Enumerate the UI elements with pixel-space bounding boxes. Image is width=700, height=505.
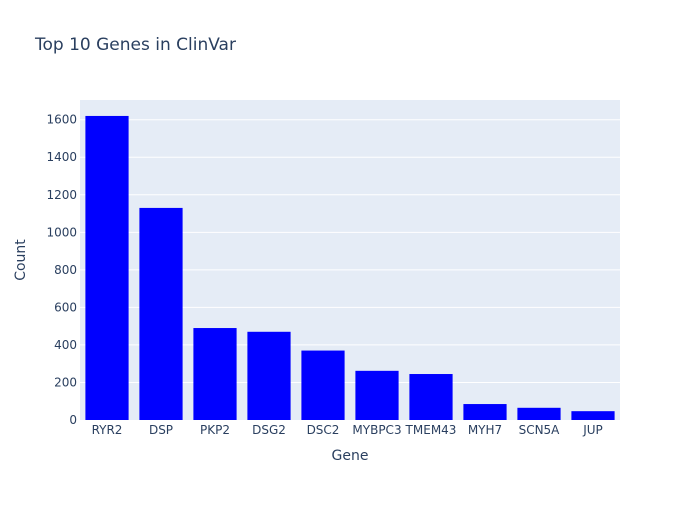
x-tick-label: DSC2 — [307, 423, 340, 437]
bar-scn5a[interactable] — [517, 407, 561, 420]
x-tick-label: SCN5A — [519, 423, 561, 437]
y-tick-label: 1000 — [46, 225, 77, 239]
bar-pkp2[interactable] — [193, 328, 237, 420]
x-axis-ticks: RYR2 DSP PKP2 DSG2 DSC2 MYBPC3 TMEM43 MYH7 SCN5A… — [92, 423, 603, 437]
x-tick-label: DSP — [149, 423, 173, 437]
bar-mybpc3[interactable] — [355, 370, 399, 420]
chart-title: Top 10 Genes in ClinVar — [34, 35, 236, 55]
y-tick-label: 1200 — [46, 188, 77, 202]
bars — [85, 115, 615, 421]
x-tick-label: MYH7 — [468, 423, 502, 437]
y-axis-ticks: 0 200 400 600 800 1000 1200 1400 1600 — [46, 113, 77, 427]
x-tick-label: TMEM43 — [405, 423, 457, 437]
x-tick-label: DSG2 — [252, 423, 286, 437]
bar-dsp[interactable] — [139, 207, 183, 420]
x-tick-label: RYR2 — [92, 423, 123, 437]
bar-tmem43[interactable] — [409, 374, 453, 420]
y-tick-label: 1600 — [46, 113, 77, 127]
bar-ryr2[interactable] — [85, 115, 129, 421]
x-tick-label: PKP2 — [200, 423, 230, 437]
y-tick-label: 400 — [54, 338, 77, 352]
bar-dsg2[interactable] — [247, 331, 291, 420]
y-tick-label: 200 — [54, 375, 77, 389]
y-tick-label: 600 — [54, 300, 77, 314]
bar-dsc2[interactable] — [301, 350, 345, 420]
x-tick-label: JUP — [582, 423, 603, 437]
x-tick-label: MYBPC3 — [352, 423, 401, 437]
y-tick-label: 800 — [54, 263, 77, 277]
y-axis-title: Count — [13, 239, 29, 281]
y-tick-label: 0 — [69, 413, 77, 427]
bar-myh7[interactable] — [463, 404, 507, 420]
bar-jup[interactable] — [571, 411, 615, 420]
x-axis-title: Gene — [332, 448, 369, 464]
y-tick-label: 1400 — [46, 150, 77, 164]
